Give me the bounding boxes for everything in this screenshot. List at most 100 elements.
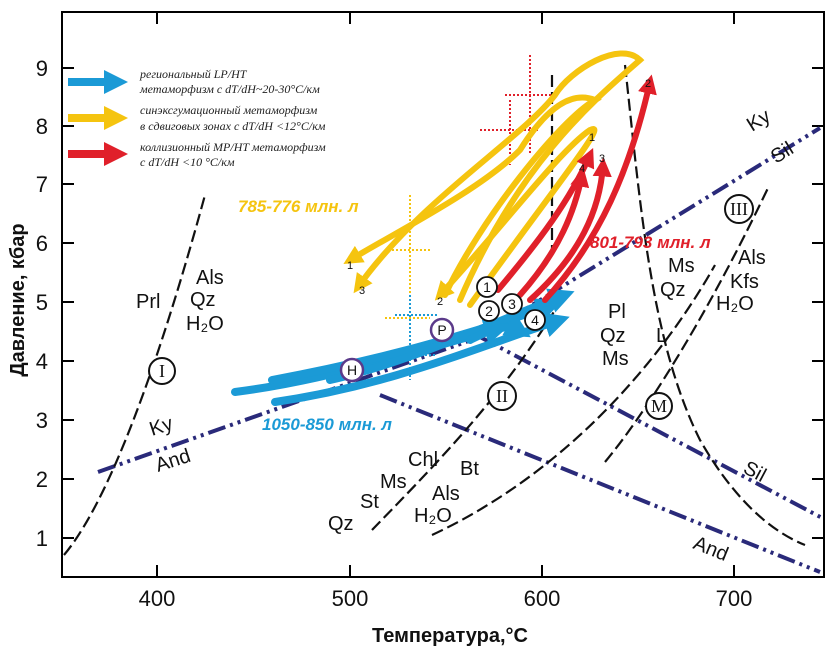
x-tick-label: 500 bbox=[332, 586, 369, 611]
red-tip-labels: 1 2 3 4 bbox=[579, 78, 651, 175]
field-label: Als bbox=[196, 267, 224, 289]
tip-label: 4 bbox=[579, 163, 585, 175]
roman-label: II bbox=[496, 386, 508, 406]
tip-label: 2 bbox=[645, 78, 651, 90]
y-tick-label: 6 bbox=[36, 231, 48, 256]
yellow-pt-paths bbox=[343, 50, 645, 308]
marker-circle bbox=[429, 317, 455, 343]
field-label: St bbox=[360, 491, 379, 513]
x-tick-label: 600 bbox=[524, 586, 561, 611]
age-label-yellow: 785-776 млн. л bbox=[238, 197, 359, 216]
ky-and-line bbox=[97, 335, 481, 474]
field-label: Qz bbox=[328, 513, 354, 535]
marker-circle bbox=[476, 276, 498, 298]
yellow-path bbox=[434, 125, 598, 308]
field-label: H₂O bbox=[186, 313, 224, 335]
field-label: Ms bbox=[602, 348, 629, 370]
aluminosilicate-lines bbox=[97, 126, 824, 574]
red-path bbox=[517, 167, 590, 298]
y-tick-label: 5 bbox=[36, 290, 48, 315]
field-label: L bbox=[656, 325, 667, 347]
legend-line: в сдвиговых зонах с dT/dH <12°C/км bbox=[140, 119, 326, 133]
letter-label: P bbox=[437, 322, 446, 338]
number-label: 2 bbox=[485, 303, 493, 319]
field-label: Ky bbox=[743, 105, 774, 136]
y-tick-label: 9 bbox=[36, 56, 48, 81]
curve-I bbox=[63, 194, 207, 556]
arrow-right-icon bbox=[104, 106, 128, 130]
legend-line: с dT/dH <10 °C/км bbox=[140, 155, 235, 169]
y-axis-title: Давление, кбар bbox=[7, 223, 29, 376]
field-label: Ms bbox=[380, 471, 407, 493]
numbered-markers: 1 2 3 4 bbox=[476, 276, 546, 331]
field-label: And bbox=[690, 532, 731, 566]
field-label: H₂O bbox=[716, 293, 754, 315]
tip-label: 1 bbox=[347, 260, 353, 272]
number-label: 3 bbox=[508, 296, 516, 312]
field-label: Qz bbox=[660, 279, 686, 301]
y-tick-label: 8 bbox=[36, 114, 48, 139]
field-label: H₂O bbox=[414, 505, 452, 527]
tip-label: 3 bbox=[599, 153, 605, 165]
reaction-curves bbox=[63, 64, 806, 556]
curve-melt bbox=[623, 64, 806, 547]
roman-label: I bbox=[159, 361, 165, 381]
roman-label: M bbox=[651, 396, 667, 416]
y-ticks-right bbox=[812, 67, 824, 539]
y-tick-label: 7 bbox=[36, 172, 48, 197]
field-label: Ms bbox=[668, 255, 695, 277]
marker-circle bbox=[478, 300, 500, 322]
and-lower-line bbox=[379, 393, 821, 574]
field-label: Bt bbox=[460, 458, 479, 480]
y-tick-label: 1 bbox=[36, 526, 48, 551]
red-path bbox=[527, 157, 612, 303]
legend-line: коллизионный MP/HT метаморфизм bbox=[140, 140, 326, 154]
x-tick-label: 700 bbox=[716, 586, 753, 611]
field-label: Qz bbox=[600, 325, 626, 347]
age-label-red: 801-793 млн. л bbox=[590, 233, 711, 252]
y-tick-label: 3 bbox=[36, 408, 48, 433]
roman-markers: I II III M bbox=[148, 194, 754, 420]
y-tick-label: 4 bbox=[36, 349, 48, 374]
ky-sil-line bbox=[478, 126, 822, 339]
red-path bbox=[542, 74, 657, 303]
field-label: Qz bbox=[190, 289, 216, 311]
error-crosses-red bbox=[480, 55, 555, 165]
tip-label: 1 bbox=[589, 132, 595, 144]
marker-circle bbox=[724, 194, 754, 224]
curve-mid bbox=[431, 264, 716, 536]
x-tick-label: 400 bbox=[139, 586, 176, 611]
x-ticks bbox=[156, 12, 735, 577]
field-label: Ky bbox=[147, 413, 176, 441]
yellow-path bbox=[353, 50, 645, 303]
marker-circle bbox=[339, 357, 365, 383]
marker-circle bbox=[524, 309, 546, 331]
marker-circle bbox=[148, 357, 176, 385]
arrow-right-icon bbox=[104, 70, 128, 94]
letter-markers: H P bbox=[339, 317, 455, 383]
field-label: Pl bbox=[608, 301, 626, 323]
x-axis-title: Температура,°С bbox=[372, 625, 528, 647]
blue-path bbox=[466, 313, 531, 344]
red-pt-paths bbox=[495, 74, 657, 303]
field-label: Kfs bbox=[730, 271, 759, 293]
field-label: Chl bbox=[408, 449, 438, 471]
marker-circle bbox=[645, 392, 673, 420]
y-tick-label: 2 bbox=[36, 467, 48, 492]
x-tick-labels: 400 500 600 700 bbox=[139, 586, 753, 611]
field-label: Sil bbox=[740, 457, 770, 487]
legend-line: синэксгумационный метаморфизм bbox=[140, 103, 318, 117]
legend: региональный LP/HT метаморфизм с dT/dH~2… bbox=[68, 67, 326, 169]
number-label: 4 bbox=[531, 312, 539, 328]
yellow-tip-labels: 1 3 2 bbox=[347, 260, 443, 308]
marker-circle bbox=[501, 293, 523, 315]
legend-item-collisional: коллизионный MP/HT метаморфизм с dT/dH <… bbox=[68, 140, 326, 169]
arrow-right-icon bbox=[104, 142, 128, 166]
tip-label: 2 bbox=[437, 296, 443, 308]
age-label-blue: 1050-850 млн. л bbox=[262, 415, 392, 434]
plot-frame bbox=[61, 11, 825, 578]
legend-item-regional: региональный LP/HT метаморфизм с dT/dH~2… bbox=[68, 67, 320, 96]
letter-label: H bbox=[347, 362, 357, 378]
legend-item-synexhumation: синэксгумационный метаморфизм в сдвиговы… bbox=[68, 103, 326, 133]
field-label: Prl bbox=[136, 291, 160, 313]
